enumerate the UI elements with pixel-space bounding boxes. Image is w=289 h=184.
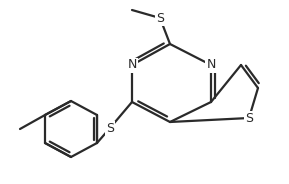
- Text: N: N: [206, 59, 216, 72]
- Text: S: S: [245, 112, 253, 125]
- Text: S: S: [106, 121, 114, 135]
- Text: N: N: [127, 59, 137, 72]
- Text: S: S: [156, 11, 164, 24]
